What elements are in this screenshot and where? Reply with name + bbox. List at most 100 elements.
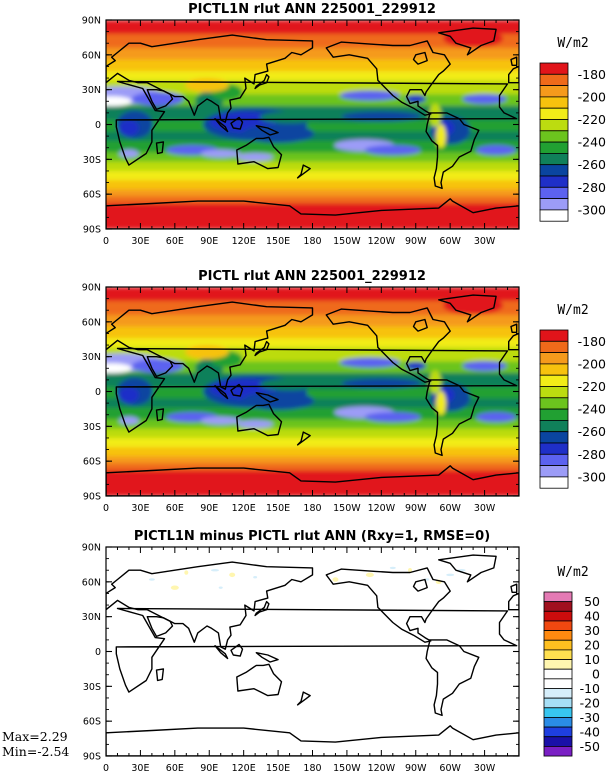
- lon-tick-label: 180: [303, 236, 321, 247]
- colorbar-label: 10: [584, 652, 600, 667]
- colorbar-label: 20: [584, 638, 600, 653]
- colorbar-box: [543, 678, 573, 689]
- lon-tick-label: 150E: [266, 763, 290, 774]
- colorbar-box: [539, 119, 569, 132]
- colorbar-box: [543, 707, 573, 718]
- colorbar-label: -20: [580, 695, 600, 710]
- max-value: Max=2.29: [2, 729, 68, 744]
- colorbar-box: [539, 152, 569, 166]
- panel-title: PICTL1N rlut ANN 225001_229912: [188, 2, 436, 17]
- colorbar-label: -220: [578, 112, 606, 127]
- lon-tick-label: 30E: [131, 763, 149, 774]
- colorbar-box: [543, 717, 573, 728]
- colorbar-label: -260: [578, 157, 606, 172]
- colorbar-label: -220: [578, 379, 606, 394]
- colorbar-box: [543, 697, 573, 709]
- coastlines: [106, 27, 519, 229]
- lon-tick-label: 30W: [474, 236, 496, 247]
- colorbar-label: 40: [584, 609, 600, 624]
- lon-tick-label: 180: [303, 503, 321, 514]
- colorbar-box: [539, 198, 569, 211]
- colorbar-label: 0: [592, 667, 600, 682]
- lon-tick-label: 0: [103, 236, 109, 247]
- lon-tick-label: 90W: [405, 763, 427, 774]
- lon-tick-label: 120W: [368, 503, 396, 514]
- colorbar-box: [539, 397, 569, 410]
- colorbar-box: [539, 141, 569, 154]
- lon-tick-label: 120W: [368, 763, 396, 774]
- lat-tick-label: 0: [95, 120, 101, 131]
- colorbar-box: [543, 659, 573, 670]
- colorbar-label: -50: [580, 739, 600, 754]
- lon-tick-label: 60E: [166, 763, 184, 774]
- lon-tick-label: 150W: [333, 503, 361, 514]
- lon-tick-label: 60E: [166, 236, 184, 247]
- colorbar-box: [539, 73, 569, 87]
- lon-tick-label: 30E: [131, 236, 149, 247]
- colorbar-box: [539, 442, 569, 455]
- colorbar-box: [539, 453, 569, 466]
- colorbar-box: [539, 386, 569, 399]
- units-label: W/m2: [557, 36, 588, 51]
- lon-tick-label: 60W: [439, 763, 461, 774]
- lon-tick-label: 150E: [266, 503, 290, 514]
- colorbar-box: [543, 726, 573, 738]
- lon-tick-label: 90W: [405, 236, 427, 247]
- lat-tick-label: 90N: [82, 283, 101, 294]
- lat-tick-label: 60N: [82, 50, 101, 61]
- lon-tick-label: 90E: [200, 236, 218, 247]
- units-label: W/m2: [557, 303, 588, 318]
- colorbar-box: [539, 175, 569, 188]
- lat-tick-label: 60S: [83, 190, 101, 201]
- colorbar-box: [543, 746, 573, 757]
- colorbar-label: -10: [580, 681, 600, 696]
- colorbar-box: [539, 374, 569, 387]
- lat-tick-label: 90N: [82, 543, 101, 554]
- colorbar-box: [543, 688, 573, 699]
- lon-tick-label: 0: [103, 763, 109, 774]
- lon-tick-label: 30E: [131, 503, 149, 514]
- lat-tick-label: 90N: [82, 16, 101, 27]
- lon-tick-label: 90E: [200, 763, 218, 774]
- lat-tick-label: 90S: [83, 225, 101, 236]
- colorbar-label: -280: [578, 180, 606, 195]
- lon-tick-label: 30W: [474, 763, 496, 774]
- colorbar-box: [539, 85, 569, 98]
- colorbar-label: -300: [578, 202, 606, 217]
- colorbar-box: [543, 668, 573, 680]
- colorbar-box: [543, 649, 573, 660]
- colorbar-label: -180: [578, 67, 606, 82]
- lon-tick-label: 60W: [439, 236, 461, 247]
- lat-tick-label: 60S: [83, 457, 101, 468]
- lon-tick-label: 120W: [368, 236, 396, 247]
- colorbar-box: [543, 736, 573, 747]
- lon-tick-label: 120E: [232, 236, 256, 247]
- lon-tick-label: 30W: [474, 503, 496, 514]
- colorbar-box: [539, 352, 569, 365]
- colorbar-box: [539, 62, 569, 75]
- lon-tick-label: 120E: [232, 503, 256, 514]
- colorbar-box: [539, 329, 569, 342]
- panel-1: PICTL1N rlut ANN 225001_229912 90N 60N 30N…: [82, 2, 606, 247]
- olr-field: [106, 287, 519, 496]
- lon-tick-label: 150E: [266, 236, 290, 247]
- colorbar-box: [539, 209, 569, 222]
- colorbar-label: -180: [578, 334, 606, 349]
- colorbar-box: [539, 465, 569, 478]
- colorbar-label: 30: [584, 623, 600, 638]
- lat-tick-label: 30S: [83, 422, 101, 433]
- lat-tick-label: 30N: [82, 352, 101, 363]
- colorbar-box: [543, 601, 573, 612]
- colorbar-label: -300: [578, 469, 606, 484]
- min-value: Min=-2.54: [2, 744, 69, 759]
- colorbar-label: -280: [578, 447, 606, 462]
- panel-3: PICTL1N minus PICTL rlut ANN (Rxy=1, RMS…: [2, 529, 600, 774]
- panel-title: PICTL1N minus PICTL rlut ANN (Rxy=1, RMS…: [134, 529, 490, 544]
- lat-tick-label: 90S: [83, 752, 101, 763]
- units-label: W/m2: [557, 565, 588, 580]
- lon-tick-label: 150W: [333, 236, 361, 247]
- colorbar-box: [539, 408, 569, 421]
